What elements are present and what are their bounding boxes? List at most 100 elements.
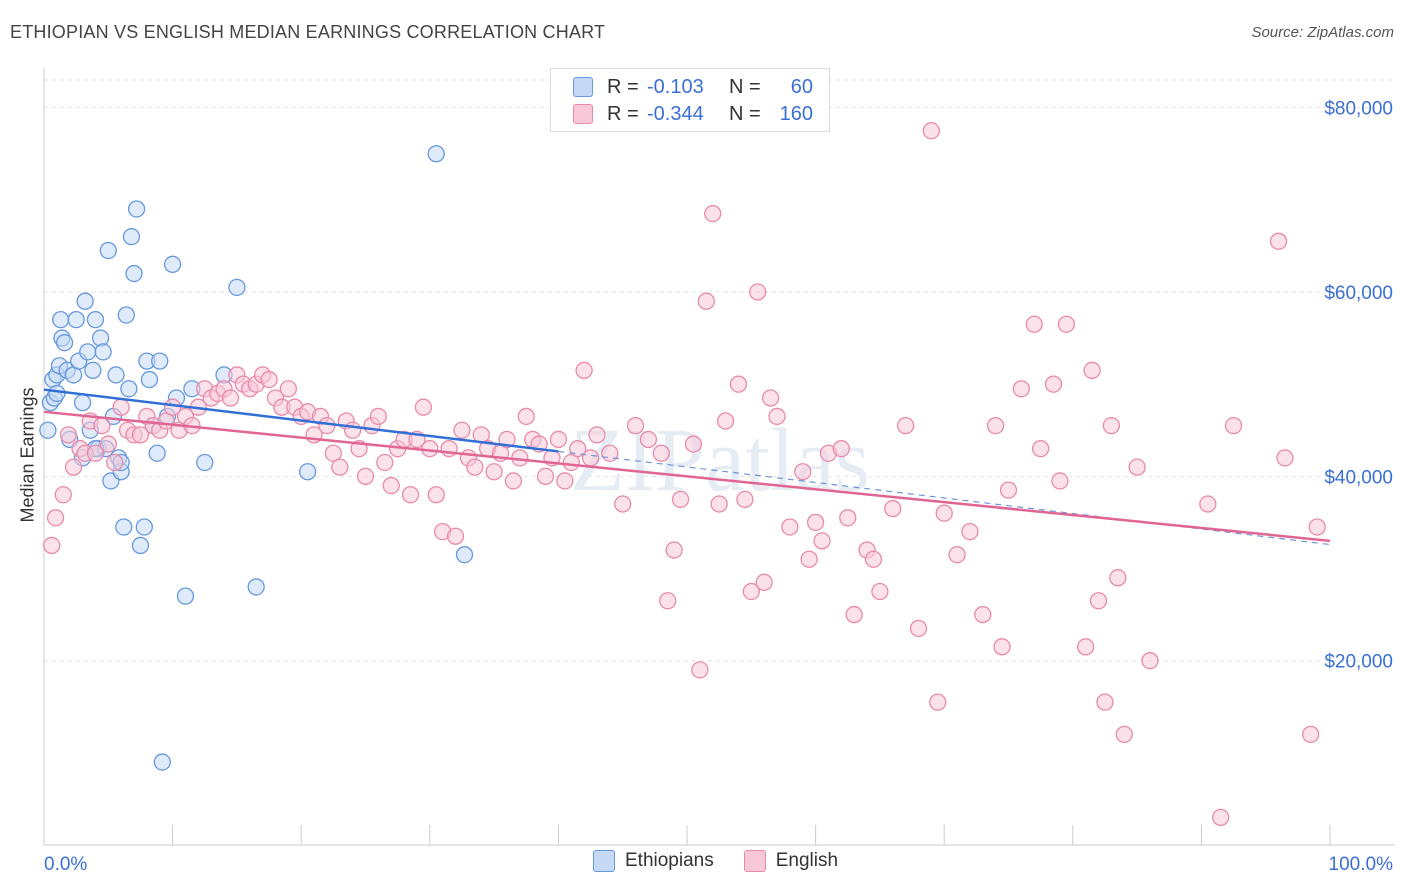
english-point — [974, 605, 992, 624]
ethiopians-point — [55, 334, 74, 352]
english-point — [382, 476, 400, 495]
english-point — [536, 467, 555, 485]
ethiopians-point — [176, 587, 195, 605]
english-point — [1025, 315, 1043, 333]
english-point — [671, 490, 690, 509]
english-point — [794, 463, 812, 481]
y-axis-label: Median Earnings — [17, 387, 38, 523]
english-point — [1302, 725, 1320, 744]
english-point — [369, 407, 388, 426]
english-point — [884, 499, 902, 518]
english-point — [813, 532, 831, 550]
english-point — [106, 453, 124, 472]
english-point — [466, 458, 484, 476]
y-tick-label: $80,000 — [1324, 99, 1393, 120]
english-point — [710, 495, 728, 513]
english-point — [427, 486, 445, 504]
english-point — [652, 444, 670, 462]
english-point — [64, 458, 83, 476]
english-point — [279, 380, 297, 398]
english-point — [909, 619, 928, 638]
english-point — [736, 490, 754, 509]
english-point — [742, 582, 760, 601]
x-tick-label: 0.0% — [44, 854, 87, 875]
n-value: 160 — [779, 102, 813, 125]
n-label: N = — [729, 75, 761, 98]
english-point — [716, 412, 735, 430]
english-point — [549, 430, 568, 449]
english-point — [1012, 380, 1031, 398]
english-point — [659, 592, 677, 610]
ethiopians-trend-line — [43, 388, 559, 453]
english-point — [1128, 458, 1146, 476]
english-point — [517, 407, 535, 426]
english-point — [59, 426, 78, 444]
english-point — [43, 536, 61, 555]
english-swatch — [573, 104, 593, 124]
english-point — [343, 421, 362, 439]
ethiopians-point — [120, 380, 138, 398]
english-point — [221, 389, 240, 407]
english-point — [755, 573, 773, 591]
tick-labels: $20,000 $40,000 $60,000 $80,000 0.0% 100.0% — [44, 99, 1393, 875]
legend-item-ethiopians[interactable]: Ethiopians — [593, 850, 714, 872]
english-point — [761, 389, 780, 407]
english-point — [1102, 416, 1121, 435]
ethiopians-point — [148, 444, 166, 462]
english-point — [993, 638, 1011, 656]
english-point — [749, 283, 767, 301]
english-point — [1077, 638, 1095, 656]
english-point — [1096, 693, 1114, 711]
ethiopians-point — [99, 241, 117, 260]
ethiopians-point — [228, 278, 246, 297]
english-point — [421, 440, 439, 458]
english-point — [961, 522, 979, 541]
english-point — [896, 416, 915, 435]
r-label: R = — [607, 75, 639, 98]
english-point — [1308, 518, 1326, 536]
grid — [44, 79, 1395, 662]
english-point — [806, 513, 825, 532]
english-point — [569, 440, 587, 458]
ethiopians-point — [84, 361, 102, 379]
ethiopians-point — [122, 228, 141, 246]
english-point — [1051, 472, 1069, 490]
ethiopians-point — [427, 145, 445, 163]
ethiopians-point — [455, 546, 474, 564]
english-point — [729, 375, 748, 393]
english-point — [414, 398, 433, 416]
english-point — [614, 495, 632, 513]
english-point — [453, 421, 471, 439]
legend-item-english[interactable]: English — [743, 850, 838, 872]
english-point — [93, 416, 111, 435]
english-point — [376, 453, 394, 472]
ethiopians-point — [140, 370, 159, 389]
english-point — [1032, 440, 1050, 458]
ethiopians-point — [247, 578, 265, 596]
ethiopians-point — [107, 366, 125, 384]
ethiopians-point — [125, 264, 143, 283]
english-point — [665, 541, 683, 559]
english-swatch — [743, 850, 766, 872]
english-point — [1212, 808, 1230, 826]
english-point — [575, 361, 593, 379]
ethiopians-point — [67, 310, 85, 329]
english-point — [112, 398, 130, 416]
ethiopians-point — [153, 753, 171, 771]
english-point — [1109, 569, 1127, 587]
english-point — [99, 435, 117, 453]
english-point — [440, 440, 458, 458]
r-label: R = — [607, 102, 639, 125]
y-tick-label: $20,000 — [1324, 652, 1393, 673]
english-point — [845, 605, 863, 624]
ethiopians-point — [94, 343, 112, 361]
english-point — [1115, 725, 1133, 744]
english-point — [800, 550, 818, 568]
x-tick-label: 100.0% — [1329, 854, 1394, 875]
stats-legend: R = -0.103 N = 60 R = -0.344 N = 160 — [550, 68, 830, 132]
legend-label: Ethiopians — [625, 850, 714, 871]
english-point — [781, 518, 799, 536]
english-point — [1089, 592, 1108, 610]
english-point — [929, 693, 947, 711]
english-point — [581, 449, 600, 467]
